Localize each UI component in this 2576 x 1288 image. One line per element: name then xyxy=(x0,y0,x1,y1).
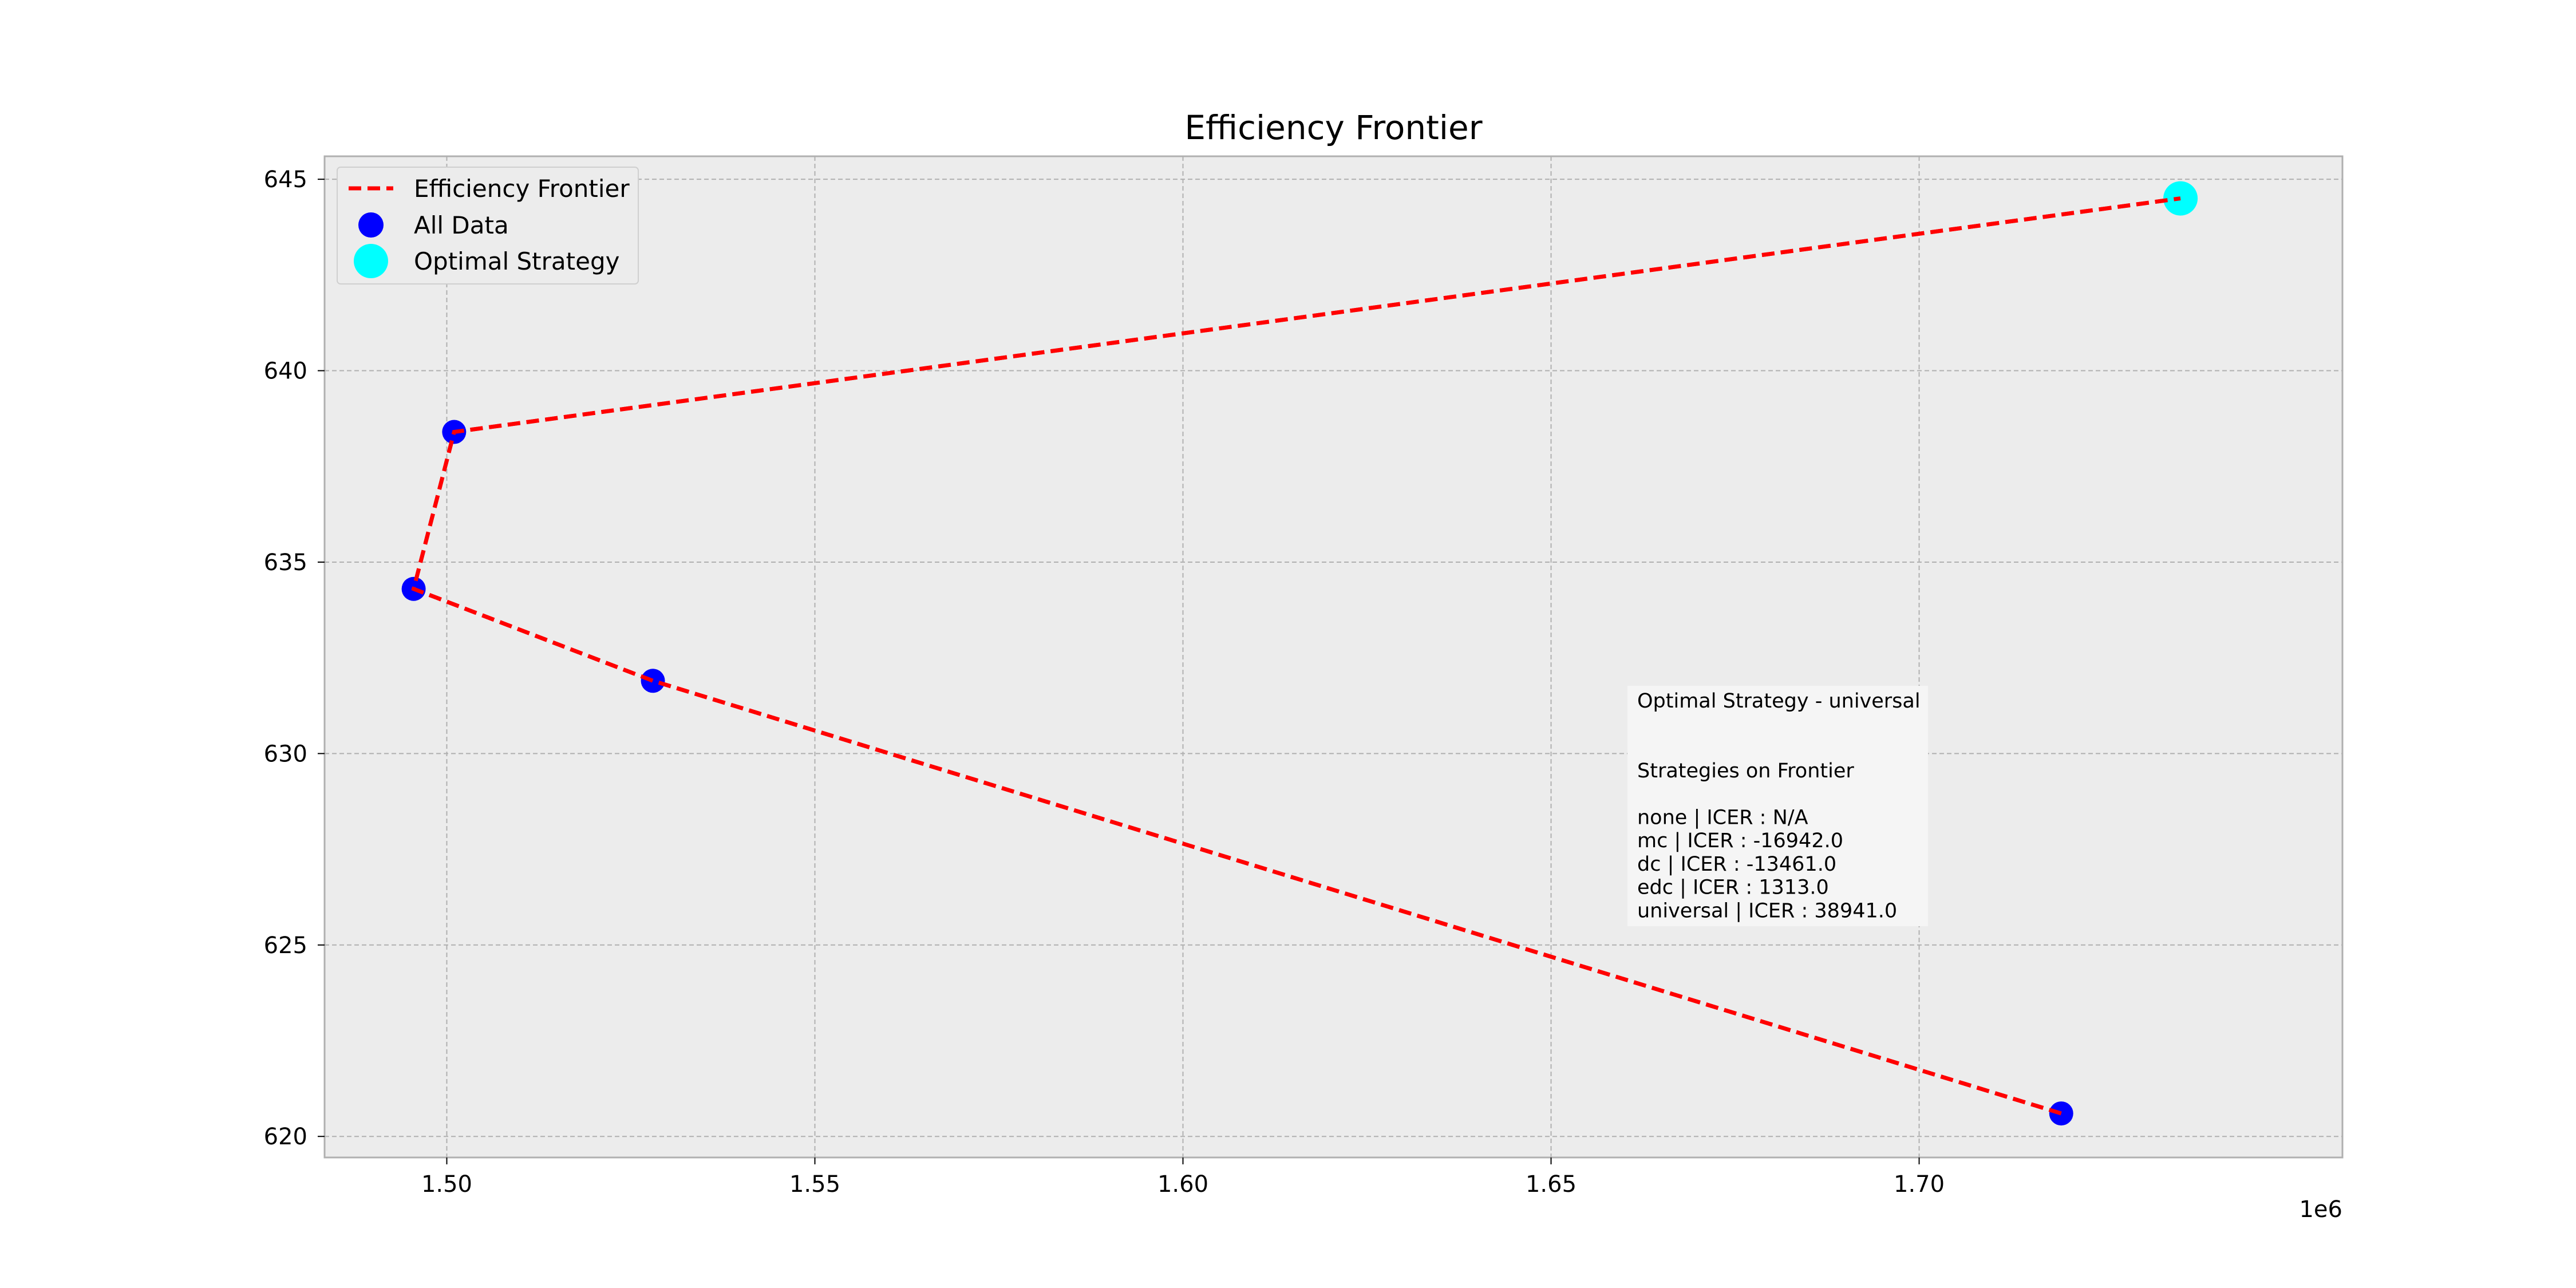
grid xyxy=(325,156,2342,1157)
y-tick-label: 635 xyxy=(264,550,307,576)
legend-all-data-swatch xyxy=(358,212,384,238)
legend-optimal-swatch xyxy=(354,244,388,278)
x-offset-label: 1e6 xyxy=(2299,1196,2342,1223)
annotation-background xyxy=(1627,686,1928,926)
annotation-line: none | ICER : N/A xyxy=(1637,807,1808,829)
legend-frontier-label: Efficiency Frontier xyxy=(414,175,630,203)
legend: Efficiency Frontier All Data Optimal Str… xyxy=(337,167,639,285)
x-tick-label: 1.65 xyxy=(1526,1171,1577,1198)
plot-background xyxy=(325,156,2342,1157)
y-tick-label: 645 xyxy=(264,167,307,193)
y-tick-label: 625 xyxy=(264,933,307,959)
ticks: 1.50 1.55 1.60 1.65 1.70 620 625 630 635 640 645 xyxy=(264,167,1945,1198)
legend-all-data-label: All Data xyxy=(414,211,509,239)
y-tick-label: 640 xyxy=(264,358,307,385)
frontier-line-overlay xyxy=(411,196,2181,1116)
annotation-line: universal | ICER : 38941.0 xyxy=(1637,899,1897,922)
plot-frame xyxy=(323,155,2344,1159)
legend-box xyxy=(337,167,639,285)
annotation-line: Optimal Strategy - universal xyxy=(1637,690,1921,713)
series xyxy=(401,181,2198,1126)
x-tick-label: 1.70 xyxy=(1894,1171,1945,1198)
x-tick-label: 1.50 xyxy=(421,1171,472,1198)
y-tick-label: 620 xyxy=(264,1124,307,1150)
annotation-line: Strategies on Frontier xyxy=(1637,760,1854,783)
x-tick-label: 1.55 xyxy=(789,1171,840,1198)
annotation-box: Optimal Strategy - universal Strategies o… xyxy=(1627,686,1928,926)
x-tick-label: 1.60 xyxy=(1157,1171,1208,1198)
annotation-line: mc | ICER : -16942.0 xyxy=(1637,829,1843,852)
data-point xyxy=(641,669,665,693)
y-tick-label: 630 xyxy=(264,741,307,767)
chart-title: Efficiency Frontier xyxy=(1184,108,1482,147)
legend-optimal-label: Optimal Strategy xyxy=(414,247,619,275)
annotation-line: edc | ICER : 1313.0 xyxy=(1637,876,1829,899)
annotation-line: dc | ICER : -13461.0 xyxy=(1637,853,1836,876)
